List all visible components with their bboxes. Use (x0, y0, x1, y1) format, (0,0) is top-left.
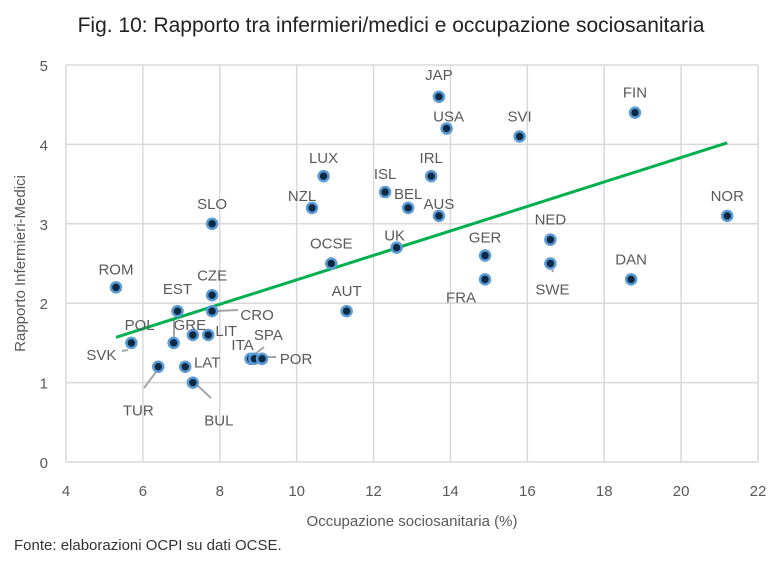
y-tick-label: 5 (40, 58, 48, 75)
data-label-bul: BUL (204, 413, 233, 430)
data-point-ger (478, 249, 492, 262)
data-label-svi: SVI (508, 108, 532, 125)
data-point-isl (378, 185, 392, 199)
data-label-ger: GER (469, 230, 502, 247)
data-point-ned (544, 233, 557, 246)
data-point-lux (317, 169, 330, 183)
data-point-ocse (325, 257, 338, 270)
data-label-fin: FIN (623, 85, 647, 102)
x-tick-label: 16 (519, 483, 536, 500)
data-label-jap: JAP (425, 67, 453, 84)
data-label-gre: GRE (174, 317, 207, 334)
data-label-nor: NOR (711, 188, 745, 205)
data-point-jap (432, 90, 446, 104)
data-point-fin (628, 106, 642, 119)
leader-line (143, 371, 157, 389)
y-tick-label: 4 (40, 137, 48, 154)
data-point-aus (432, 209, 446, 223)
x-tick-label: 22 (750, 483, 767, 500)
data-label-irl: IRL (420, 150, 443, 167)
data-label-rom: ROM (98, 261, 133, 278)
data-label-cro: CRO (240, 307, 273, 324)
data-label-dan: DAN (615, 251, 647, 268)
x-tick-label: 20 (673, 483, 690, 500)
y-tick-label: 1 (40, 376, 48, 393)
data-point-fra (478, 273, 492, 286)
y-axis-label: Rapporto Infermieri-Medici (12, 175, 29, 352)
data-label-pol: POL (125, 317, 155, 334)
data-label-bel: BEL (394, 186, 422, 203)
data-label-uk: UK (384, 228, 405, 245)
data-point-svi (513, 130, 526, 143)
y-tick-label: 2 (40, 296, 48, 313)
data-label-slo: SLO (197, 196, 227, 213)
trend-line (115, 141, 728, 339)
data-label-ocse: OCSE (310, 236, 353, 253)
data-point-dan (624, 273, 638, 286)
data-label-nzl: NZL (288, 188, 316, 205)
source-note: Fonte: elaborazioni OCPI su dati OCSE. (14, 537, 282, 554)
data-point-uk (390, 241, 403, 254)
x-tick-label: 18 (596, 483, 613, 500)
x-tick-label: 14 (442, 483, 459, 500)
data-point-lit (201, 328, 215, 342)
data-point-bel (401, 201, 415, 215)
data-point-aut (340, 304, 353, 318)
y-tick-label: 0 (40, 455, 48, 472)
data-point-por (255, 352, 269, 366)
data-point-swe (544, 257, 557, 270)
x-tick-label: 6 (139, 483, 147, 500)
data-label-usa: USA (433, 109, 464, 126)
data-point-est (171, 304, 184, 318)
data-label-isl: ISL (374, 166, 397, 183)
data-point-svk (125, 336, 138, 350)
data-label-ned: NED (535, 212, 567, 229)
data-label-por: POR (280, 351, 313, 368)
data-label-lux: LUX (309, 150, 338, 167)
data-point-nor (720, 209, 734, 223)
leader-line (216, 309, 239, 312)
data-label-cze: CZE (197, 267, 227, 284)
data-label-ita: ITA (231, 337, 253, 354)
data-point-tur (152, 360, 165, 373)
data-label-spa: SPA (254, 327, 283, 344)
y-tick-label: 3 (40, 217, 48, 234)
data-label-svk: SVK (86, 347, 116, 364)
data-label-lat: LAT (194, 355, 220, 372)
data-label-aus: AUS (423, 196, 454, 213)
x-tick-label: 12 (365, 483, 382, 500)
data-label-est: EST (163, 281, 192, 298)
x-tick-label: 10 (288, 483, 305, 500)
x-axis-label: Occupazione sociosanitaria (%) (307, 513, 518, 530)
data-point-nzl (305, 201, 319, 215)
data-label-tur: TUR (123, 403, 154, 420)
data-label-swe: SWE (535, 282, 569, 299)
data-point-irl (424, 169, 438, 183)
data-point-cze (205, 289, 219, 302)
data-point-usa (440, 122, 453, 135)
data-point-slo (205, 217, 219, 231)
data-point-bul (186, 376, 200, 389)
chart-title: Fig. 10: Rapporto tra infermieri/medici … (77, 14, 705, 37)
x-tick-label: 4 (62, 483, 70, 500)
x-tick-label: 8 (216, 483, 224, 500)
data-label-fra: FRA (446, 289, 476, 306)
data-point-rom (109, 281, 123, 294)
data-point-cro (205, 304, 219, 318)
data-point-lat (178, 360, 192, 373)
leader-line (121, 349, 129, 352)
leader-line (196, 384, 212, 399)
data-point-gre (186, 328, 200, 342)
data-label-lit: LIT (215, 323, 237, 340)
data-point-pol (167, 336, 180, 350)
data-label-aut: AUT (332, 283, 362, 300)
